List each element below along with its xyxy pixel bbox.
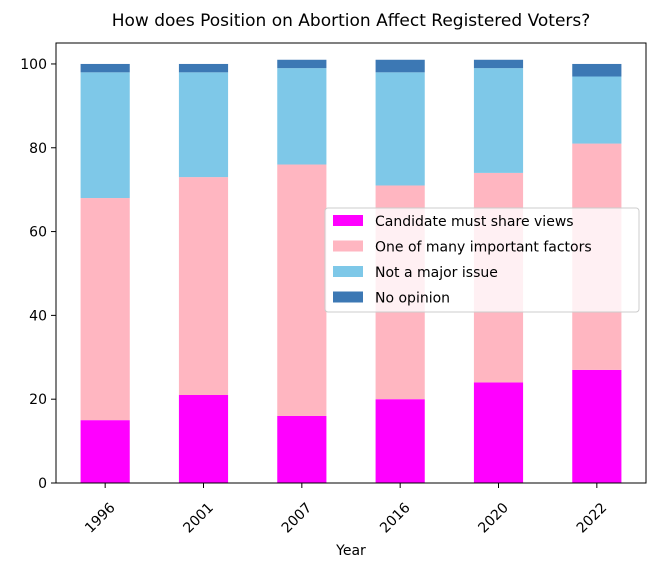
bar-not-a-major-issue-2016 bbox=[375, 72, 425, 186]
legend: Candidate must share views One of many im… bbox=[324, 207, 640, 313]
bar-one-of-many-important-factors-2007 bbox=[277, 164, 327, 416]
x-tick-label-2001: 2001 bbox=[180, 500, 217, 537]
bar-no-opinion-2022 bbox=[572, 63, 622, 77]
bar-not-a-major-issue-1996 bbox=[80, 72, 130, 199]
y-tick-label-80: 80 bbox=[29, 141, 47, 157]
bar-candidate-must-share-views-2022 bbox=[572, 369, 622, 483]
legend-swatch-not-a-major-issue bbox=[333, 266, 363, 277]
y-tick-label-100: 100 bbox=[20, 57, 47, 73]
y-tick-label-40: 40 bbox=[29, 308, 47, 324]
bar-one-of-many-important-factors-2001 bbox=[178, 177, 229, 395]
bar-no-opinion-1996 bbox=[80, 63, 130, 73]
bar-no-opinion-2001 bbox=[178, 63, 229, 73]
bar-candidate-must-share-views-1996 bbox=[80, 420, 130, 483]
x-tick-label-1996: 1996 bbox=[82, 500, 119, 537]
bar-not-a-major-issue-2001 bbox=[178, 72, 229, 178]
bar-not-a-major-issue-2020 bbox=[473, 68, 524, 173]
x-tick-label-2016: 2016 bbox=[377, 500, 414, 537]
bar-candidate-must-share-views-2016 bbox=[375, 399, 425, 483]
legend-swatch-candidate-must-share-views bbox=[333, 215, 363, 226]
bar-no-opinion-2020 bbox=[473, 59, 524, 69]
chart-title: How does Position on Abortion Affect Reg… bbox=[112, 11, 591, 31]
bar-candidate-must-share-views-2020 bbox=[473, 382, 524, 483]
x-tick-label-2007: 2007 bbox=[279, 500, 316, 537]
legend-label-not-a-major-issue: Not a major issue bbox=[375, 265, 498, 281]
bar-not-a-major-issue-2007 bbox=[277, 68, 327, 165]
bar-candidate-must-share-views-2007 bbox=[277, 415, 327, 483]
y-tick-label-20: 20 bbox=[29, 392, 47, 408]
legend-label-no-opinion: No opinion bbox=[375, 291, 450, 307]
bars-layer bbox=[80, 59, 622, 483]
y-tick-label-60: 60 bbox=[29, 225, 47, 241]
bar-no-opinion-2007 bbox=[277, 59, 327, 69]
plot-frame bbox=[55, 42, 647, 484]
y-tick-label-0: 0 bbox=[38, 476, 47, 492]
legend-box bbox=[324, 207, 640, 313]
bar-no-opinion-2016 bbox=[375, 59, 425, 73]
bar-one-of-many-important-factors-1996 bbox=[80, 198, 130, 421]
x-tick-label-2022: 2022 bbox=[574, 500, 611, 537]
legend-label-one-of-many-important-factors: One of many important factors bbox=[375, 240, 592, 256]
legend-swatch-one-of-many-important-factors bbox=[333, 240, 363, 252]
bar-candidate-must-share-views-2001 bbox=[178, 395, 229, 483]
x-axis-label: Year bbox=[335, 543, 366, 559]
legend-label-candidate-must-share-views: Candidate must share views bbox=[375, 214, 574, 230]
bar-not-a-major-issue-2022 bbox=[572, 76, 622, 144]
legend-swatch-no-opinion bbox=[333, 291, 363, 303]
x-tick-label-2020: 2020 bbox=[475, 500, 512, 537]
